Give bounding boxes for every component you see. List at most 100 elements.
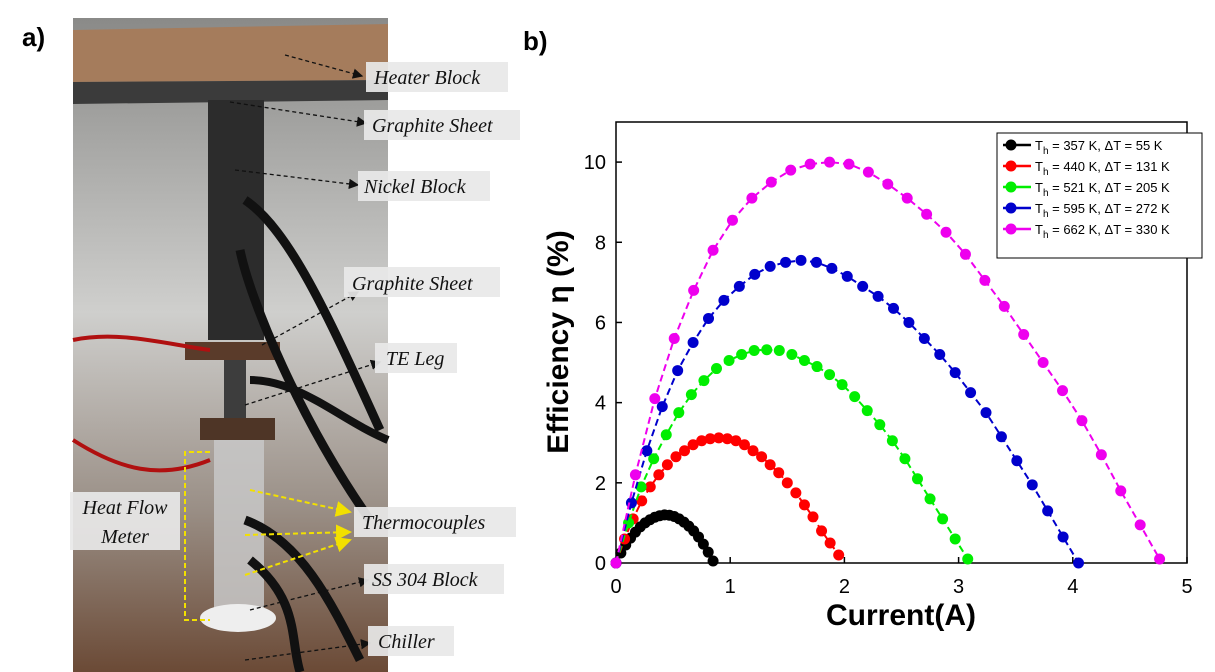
legend-marker: [1005, 202, 1017, 214]
data-point: [703, 312, 715, 324]
data-point: [746, 192, 758, 204]
data-point: [874, 419, 886, 431]
data-point: [726, 214, 738, 226]
data-point: [721, 433, 733, 445]
legend-marker: [1005, 181, 1017, 193]
data-point: [707, 244, 719, 256]
data-point: [980, 407, 992, 419]
data-point: [748, 345, 760, 357]
photo-label: SS 304 Block: [372, 569, 479, 591]
data-point: [979, 274, 991, 286]
y-tick-label: 6: [595, 312, 606, 334]
data-point: [736, 349, 748, 361]
data-point: [1057, 531, 1069, 543]
photo-label: Meter: [100, 526, 149, 548]
data-point: [660, 429, 672, 441]
data-point: [698, 375, 710, 387]
x-tick-label: 1: [725, 576, 736, 598]
legend-label: Th = 662 K, ΔT = 330 K: [1035, 222, 1170, 241]
panel-label: b): [523, 26, 548, 56]
data-point: [635, 481, 647, 493]
data-point: [749, 268, 761, 280]
photo-label: Heater Block: [373, 67, 481, 89]
x-axis-title: Current(A): [826, 599, 976, 632]
data-point: [962, 553, 974, 565]
data-point: [903, 316, 915, 328]
data-point: [824, 369, 836, 381]
photo-label: Heat Flow: [82, 497, 169, 519]
y-axis-title: Efficiency η (%): [542, 230, 575, 453]
photo: [71, 18, 390, 672]
y-tick-label: 8: [595, 232, 606, 254]
data-point: [773, 345, 785, 357]
data-point: [786, 349, 798, 361]
data-point: [704, 433, 716, 445]
data-point: [841, 270, 853, 282]
data-point: [911, 473, 923, 485]
legend-marker: [1005, 160, 1017, 172]
data-point: [668, 332, 680, 344]
data-point: [1057, 385, 1069, 397]
data-point: [764, 260, 776, 272]
data-point: [738, 439, 750, 451]
photo-label: TE Leg: [386, 348, 444, 370]
data-point: [670, 451, 682, 463]
data-point: [1134, 519, 1146, 531]
data-point: [1076, 415, 1088, 427]
data-point: [765, 176, 777, 188]
data-point: [718, 294, 730, 306]
x-tick-label: 3: [953, 576, 964, 598]
data-point: [781, 477, 793, 489]
data-point: [723, 355, 735, 367]
data-point: [610, 557, 622, 569]
data-point: [872, 290, 884, 302]
data-point: [861, 405, 873, 417]
data-point: [656, 401, 668, 413]
data-point: [653, 469, 665, 481]
x-tick-label: 2: [839, 576, 850, 598]
data-point: [1042, 505, 1054, 517]
photo-label: Graphite Sheet: [352, 273, 473, 295]
data-point: [730, 435, 742, 447]
data-point: [687, 337, 699, 348]
data-point: [673, 407, 685, 419]
data-point: [710, 363, 722, 375]
photo-label: Thermocouples: [362, 512, 486, 534]
data-point: [824, 156, 836, 168]
data-point: [949, 367, 961, 379]
data-point: [641, 445, 653, 457]
data-point: [1154, 553, 1166, 565]
data-point: [713, 432, 725, 444]
data-point: [697, 538, 709, 550]
data-point: [826, 262, 838, 274]
data-point: [899, 453, 911, 465]
data-point: [857, 280, 869, 292]
data-point: [707, 555, 719, 567]
x-tick-label: 0: [610, 576, 621, 598]
data-point: [636, 495, 648, 507]
data-point: [685, 389, 697, 401]
legend-marker: [1005, 139, 1017, 151]
data-point: [1073, 557, 1085, 569]
data-point: [661, 459, 673, 471]
data-point: [649, 393, 661, 405]
data-point: [696, 435, 708, 447]
chart: Current(A) Efficiency η (%) 0 1 2 3 4 5 0 2 4 6 8 1…: [542, 121, 1203, 632]
data-point: [995, 431, 1007, 443]
data-point: [810, 256, 822, 268]
data-point: [764, 459, 776, 471]
data-point: [940, 226, 952, 238]
photo-label: Nickel Block: [363, 176, 467, 198]
data-point: [687, 439, 699, 451]
legend-label: Th = 595 K, ΔT = 272 K: [1035, 201, 1170, 220]
data-point: [959, 248, 971, 260]
data-point: [924, 493, 936, 505]
legend-label: Th = 440 K, ΔT = 131 K: [1035, 159, 1170, 178]
data-point: [849, 391, 861, 403]
data-point: [836, 379, 848, 391]
data-point: [882, 178, 894, 190]
data-point: [901, 192, 913, 204]
data-point: [688, 284, 700, 296]
data-point: [804, 158, 816, 170]
